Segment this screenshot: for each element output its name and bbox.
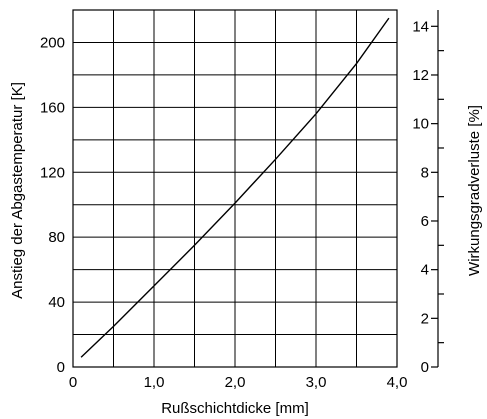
y-tick-label: 200 xyxy=(40,34,65,51)
y-tick-label: 0 xyxy=(57,359,65,376)
y2-tick-label: 4 xyxy=(421,262,429,279)
y2-tick-label: 12 xyxy=(412,67,429,84)
y2-tick-label: 8 xyxy=(421,164,429,181)
y-tick-labels: 0 40 80 120 160 200 xyxy=(40,34,65,376)
y2-axis-title: Wirkungsgradverluste [%] xyxy=(466,105,483,276)
x-axis-title: Rußschichtdicke [mm] xyxy=(161,400,309,417)
x-tick-label: 0 xyxy=(69,374,77,391)
y-tick-label: 160 xyxy=(40,99,65,116)
series-layer xyxy=(80,17,390,358)
y2-tick-label: 0 xyxy=(421,359,429,376)
y2-tick-label: 6 xyxy=(421,213,429,230)
y-tick-label: 120 xyxy=(40,164,65,181)
x-tick-label: 3,0 xyxy=(306,374,327,391)
y2-tick-labels: 0 2 4 6 8 10 12 14 xyxy=(412,18,429,376)
x-tick-labels: 0 1,0 2,0 3,0 4,0 xyxy=(69,374,408,391)
y-tick-label: 80 xyxy=(48,229,65,246)
plot-frame xyxy=(72,9,398,368)
y-axis-title: Anstieg der Abgastemperatur [K] xyxy=(9,82,26,299)
y2-tick-label: 10 xyxy=(412,116,429,133)
x-tick-label: 1,0 xyxy=(144,374,165,391)
y2-tick-label: 14 xyxy=(412,18,429,35)
grid xyxy=(73,10,397,367)
y-tick-label: 40 xyxy=(48,294,65,311)
x-tick-label: 4,0 xyxy=(387,374,408,391)
right-axis xyxy=(431,10,444,368)
series-line xyxy=(80,17,390,358)
y2-tick-label: 2 xyxy=(421,310,429,327)
x-tick-label: 2,0 xyxy=(225,374,246,391)
